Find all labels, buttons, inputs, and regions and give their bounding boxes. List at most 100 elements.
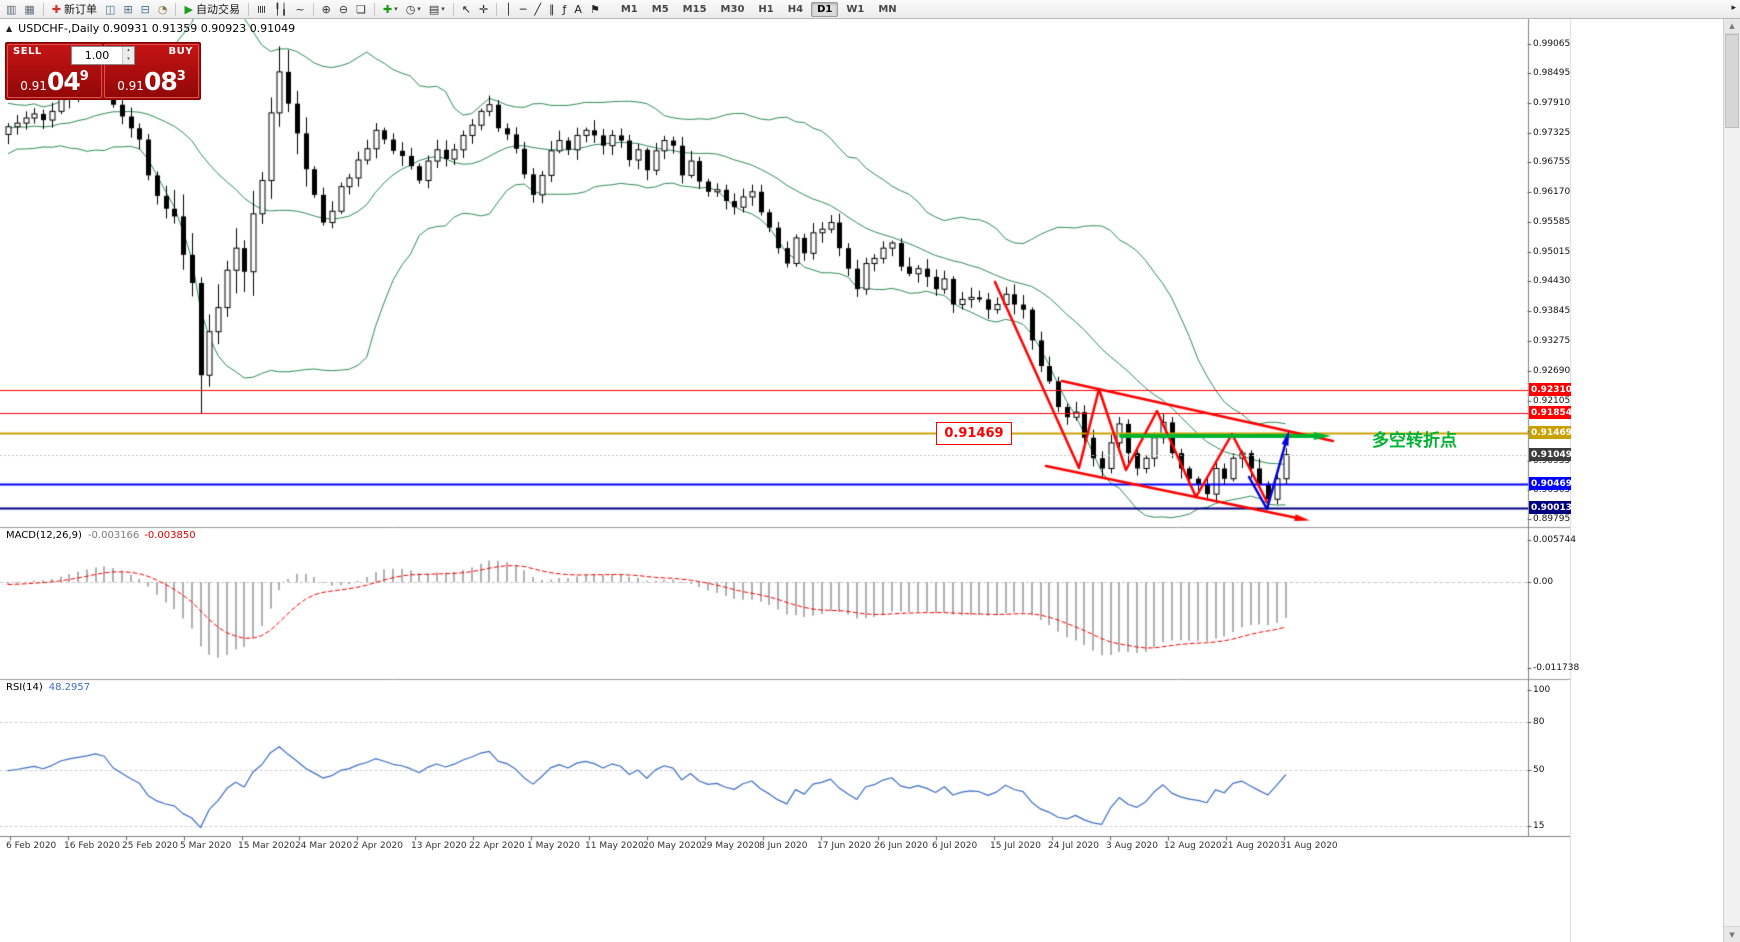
new-chart-button[interactable]: ▥ (3, 1, 19, 17)
macd-name: MACD(12,26,9) (6, 530, 82, 541)
autotrading-button[interactable]: ▶ 自动交易 (181, 1, 242, 17)
timeframe-m1-button[interactable]: M1 (620, 3, 638, 15)
timeframe-m15-button[interactable]: M15 (682, 3, 707, 15)
channel-button[interactable]: ∥ (546, 1, 558, 17)
lot-size-input[interactable] (72, 47, 122, 64)
indicators-button[interactable]: ✚ ▾ (380, 1, 401, 17)
trendline-button[interactable]: ╱ (531, 1, 544, 17)
line-chart-button[interactable]: ~ (292, 1, 307, 17)
zoom-out-button[interactable]: ⊖ (336, 1, 351, 17)
panel-divider[interactable] (0, 677, 1570, 681)
toolbar-separator (452, 2, 454, 16)
chart-window-icon: ▥ (6, 2, 17, 16)
periods-button[interactable]: ◷ ▾ (403, 1, 424, 17)
toolbar-overflow-button[interactable]: ▸ (1731, 3, 1736, 13)
toolbar-separator (312, 2, 314, 16)
indicators-plus-icon: ✚ (382, 2, 393, 16)
rsi-value: 48.2957 (48, 682, 91, 693)
vertical-line-button[interactable]: │ (502, 1, 515, 17)
tile-windows-button[interactable]: ❏ (353, 1, 369, 17)
new-order-button-label: 新订单 (64, 3, 98, 16)
terminal-button[interactable]: ⊟ (138, 1, 153, 17)
toolbar-separator (496, 2, 498, 16)
macd-main-value: -0.003166 (87, 530, 140, 541)
chart-title: USDCHF-,Daily 0.90931 0.91359 0.90923 0.… (18, 22, 296, 35)
toolbar-main-group: ▥ ▦ ✚ 新订单 ◫ ⊞ ⊟ ◔ ▶ 自动交易 ≣ ╿╽ ~ ⊕ ⊖ ❏ ✚ ▾ ◷ ▾ ▤ ▾ ↖ ✛ │ ─ ╱ ∥ ƒ A ⚑ (2, 0, 604, 18)
lot-size-field[interactable]: ▴ ▾ (71, 46, 135, 65)
pivot-annotation-text[interactable]: 多空转折点 (1372, 431, 1457, 451)
arrows-button[interactable]: ⚑ (587, 1, 603, 17)
macd-indicator-label: MACD(12,26,9) -0.003166 -0.003850 (6, 530, 196, 541)
toolbar-separator (247, 2, 249, 16)
price-callout-box[interactable]: 0.91469 (936, 422, 1012, 445)
cursor-button[interactable]: ↖ (459, 1, 474, 17)
buy-price: 0.91083 (105, 67, 198, 96)
text-icon: A (574, 2, 582, 16)
fibonacci-button[interactable]: ƒ (560, 1, 570, 17)
toolbar-separator (42, 2, 44, 16)
chart-profiles-icon: ▦ (24, 2, 35, 16)
timeframe-m5-button[interactable]: M5 (651, 3, 669, 15)
fibonacci-icon: ƒ (562, 2, 567, 16)
flag-icon: ⚑ (589, 2, 600, 16)
sell-price: 0.91049 (8, 67, 101, 96)
templates-button[interactable]: ▤ ▾ (426, 1, 448, 17)
timeframe-m30-button[interactable]: M30 (720, 3, 745, 15)
tile-windows-icon: ❏ (356, 2, 366, 16)
crosshair-button[interactable]: ✛ (476, 1, 491, 17)
zoom-in-button[interactable]: ⊕ (319, 1, 334, 17)
macd-signal-value: -0.003850 (144, 530, 196, 541)
horizontal-line-icon: ─ (519, 2, 527, 16)
toolbar-separator (175, 2, 177, 16)
toolbar: ▥ ▦ ✚ 新订单 ◫ ⊞ ⊟ ◔ ▶ 自动交易 ≣ ╿╽ ~ ⊕ ⊖ ❏ ✚ ▾ ◷ ▾ ▤ ▾ ↖ ✛ │ ─ ╱ ∥ ƒ A ⚑ M1… (0, 0, 1740, 19)
navigator-button[interactable]: ⊞ (120, 1, 135, 17)
navigator-icon: ⊞ (123, 2, 133, 16)
vertical-scrollbar[interactable]: ▲ ▼ (1723, 18, 1740, 942)
chart-profiles-button[interactable]: ▦ (21, 1, 37, 17)
scroll-up-button[interactable]: ▲ (1724, 18, 1740, 34)
panel-divider[interactable] (0, 834, 1570, 838)
zoom-in-icon: ⊕ (321, 2, 331, 16)
timeframe-w1-button[interactable]: W1 (846, 3, 865, 15)
crosshair-icon: ✛ (478, 2, 489, 16)
panel-divider[interactable] (0, 525, 1570, 529)
cursor-icon: ↖ (461, 2, 471, 16)
scroll-down-button[interactable]: ▼ (1724, 926, 1740, 942)
new-order-button[interactable]: ✚ 新订单 (49, 1, 100, 17)
vertical-line-icon: │ (505, 2, 512, 16)
rsi-name: RSI(14) (6, 682, 43, 693)
lot-decrease-button[interactable]: ▾ (123, 55, 134, 64)
chevron-down-icon: ▾ (441, 5, 445, 13)
scrollbar-thumb[interactable] (1725, 34, 1739, 128)
zoom-out-icon: ⊖ (338, 2, 349, 16)
text-button[interactable]: A (571, 1, 585, 17)
clock-icon: ◷ (405, 2, 416, 16)
new-order-plus-icon: ✚ (51, 2, 62, 16)
rsi-indicator-label: RSI(14) 48.2957 (6, 682, 90, 693)
timeframe-group: M1 M5 M15 M30 H1 H4 D1 W1 MN (614, 1, 904, 17)
buy-price-prefix: 0.91 (117, 79, 144, 93)
buy-price-pip: 3 (176, 69, 186, 84)
line-chart-icon: ~ (295, 2, 305, 16)
timeframe-h4-button[interactable]: H4 (787, 3, 804, 15)
toolbar-separator (373, 2, 375, 16)
autotrading-play-icon: ▶ (184, 2, 193, 16)
timeframe-h1-button[interactable]: H1 (758, 3, 774, 15)
timeframe-d1-button[interactable]: D1 (811, 1, 839, 17)
candlestick-chart-icon: ╿╽ (274, 2, 288, 16)
market-watch-button[interactable]: ◫ (102, 1, 118, 17)
lot-increase-button[interactable]: ▴ (123, 47, 134, 56)
chevron-down-icon: ▾ (394, 5, 398, 13)
chart-title-row: ▲ USDCHF-,Daily 0.90931 0.91359 0.90923 … (6, 22, 295, 35)
bar-chart-button[interactable]: ≣ (254, 1, 269, 17)
one-click-trading-panel: SELL 0.91049 BUY 0.91083 ▴ ▾ (5, 42, 201, 100)
strategy-tester-button[interactable]: ◔ (155, 1, 171, 17)
timeframe-mn-button[interactable]: MN (878, 3, 897, 15)
horizontal-line-button[interactable]: ─ (517, 1, 530, 17)
bar-chart-icon: ≣ (255, 4, 269, 14)
sell-price-main: 04 (46, 67, 81, 96)
candlestick-chart-button[interactable]: ╿╽ (271, 1, 290, 17)
one-click-collapse-icon[interactable]: ▲ (6, 24, 13, 33)
